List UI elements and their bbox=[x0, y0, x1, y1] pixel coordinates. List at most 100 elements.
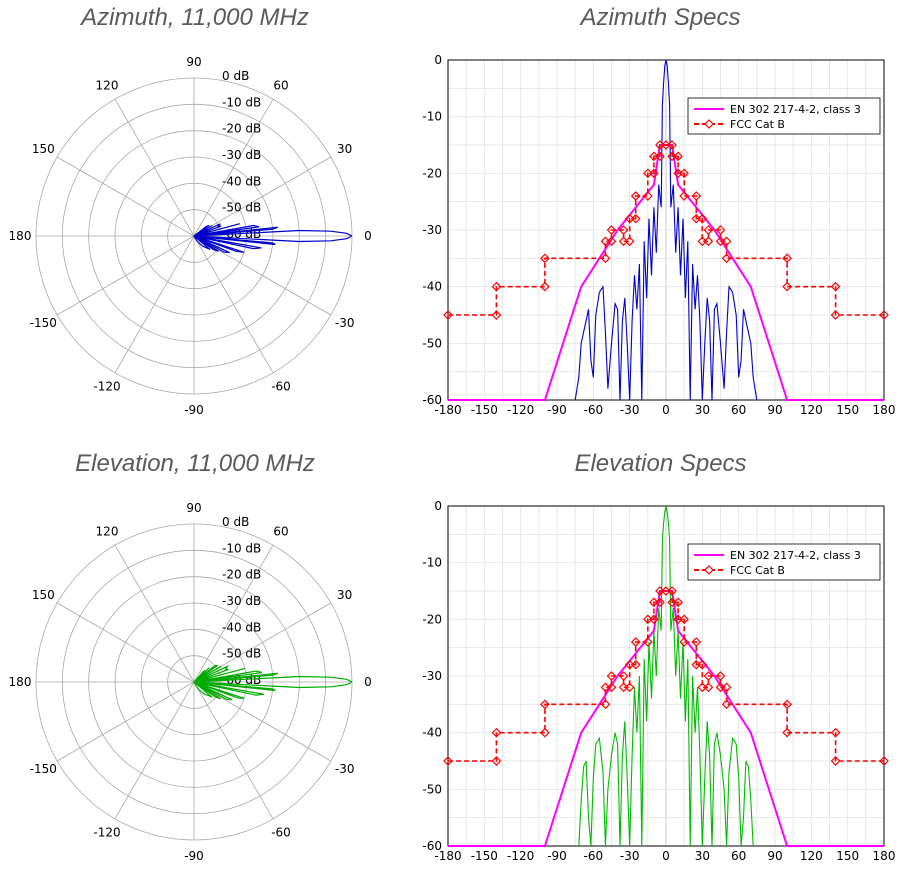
x-tick-label: 90 bbox=[767, 849, 782, 863]
polar-angle-label: -90 bbox=[184, 403, 204, 417]
fcc-marker bbox=[667, 140, 677, 150]
y-tick-label: -20 bbox=[422, 612, 442, 626]
polar-angle-label: 150 bbox=[32, 588, 55, 602]
fcc-marker bbox=[630, 213, 641, 224]
fcc-marker bbox=[491, 756, 502, 766]
polar-spoke bbox=[114, 681, 195, 820]
azimuth-specs-chart: -180 -150 -120 -90 -60 -30 0 30 60 90 120 150 180 0 -1… bbox=[422, 53, 895, 417]
polar-spoke bbox=[193, 235, 274, 374]
fcc-marker bbox=[697, 213, 708, 224]
x-tick-label: 60 bbox=[731, 849, 746, 863]
y-tick-label: -30 bbox=[422, 223, 442, 237]
x-tick-label: 0 bbox=[662, 849, 670, 863]
fcc-marker bbox=[703, 682, 714, 693]
polar-angle-label: -120 bbox=[93, 380, 120, 394]
azimuth-polar-title: Azimuth, 11,000 MHz bbox=[81, 4, 309, 31]
polar-angle-label: 180 bbox=[9, 675, 32, 689]
x-tick-label: -120 bbox=[507, 403, 534, 417]
x-tick-label: 150 bbox=[836, 403, 859, 417]
x-tick-label: -150 bbox=[471, 403, 498, 417]
fcc-marker bbox=[703, 671, 714, 681]
fcc-marker bbox=[606, 236, 617, 247]
fcc-marker bbox=[624, 682, 635, 693]
legend-box bbox=[687, 543, 881, 581]
fcc-marker bbox=[703, 225, 714, 235]
elevation-polar-chart: 0 30 60 90 120 150 180 -150 -120 -90 -60 -30 0 dB -10… bbox=[9, 501, 372, 863]
polar-ring-label: -50 dB bbox=[222, 201, 261, 215]
polar-angle-label: -30 bbox=[335, 316, 355, 330]
x-tick-label: 150 bbox=[836, 849, 859, 863]
x-tick-label: 0 bbox=[662, 403, 670, 417]
fcc-marker bbox=[649, 614, 659, 625]
polar-angle-label: -30 bbox=[335, 762, 355, 776]
fcc-marker bbox=[697, 659, 708, 670]
fcc-marker bbox=[624, 236, 635, 247]
elevation-specs-chart: -180 -150 -120 -90 -60 -30 0 30 60 90 120 150 180 0 -1… bbox=[422, 499, 895, 863]
fcc-marker bbox=[443, 310, 453, 320]
x-tick-label: 90 bbox=[767, 403, 782, 417]
y-tick-label: -30 bbox=[422, 669, 442, 683]
polar-ring-label: 0 dB bbox=[222, 515, 249, 529]
fcc-marker bbox=[879, 756, 889, 766]
fcc-marker bbox=[443, 756, 453, 766]
polar-spoke bbox=[193, 156, 332, 237]
legend-marker bbox=[704, 119, 714, 129]
polar-spoke bbox=[193, 98, 274, 237]
polar-spoke bbox=[114, 544, 195, 683]
fcc-marker bbox=[630, 637, 641, 647]
polar-ring-label: -50 dB bbox=[222, 647, 261, 661]
fcc-marker bbox=[540, 281, 550, 292]
polar-spoke bbox=[193, 235, 332, 316]
fcc-marker bbox=[679, 637, 690, 647]
x-tick-label: -150 bbox=[471, 849, 498, 863]
polar-angle-label: 60 bbox=[273, 524, 288, 538]
x-tick-label: -60 bbox=[584, 849, 604, 863]
legend-marker bbox=[704, 565, 714, 575]
legend-label: EN 302 217-4-2, class 3 bbox=[730, 103, 861, 116]
fcc-marker bbox=[679, 614, 690, 625]
x-tick-label: -120 bbox=[507, 849, 534, 863]
fcc-marker bbox=[691, 637, 702, 647]
y-tick-label: -60 bbox=[422, 839, 442, 853]
fcc-marker bbox=[782, 281, 792, 292]
polar-angle-label: 90 bbox=[186, 55, 201, 69]
polar-ring-label: 0 dB bbox=[222, 69, 249, 83]
fcc-marker bbox=[606, 682, 617, 693]
series-line bbox=[574, 59, 758, 401]
polar-angle-label: -120 bbox=[93, 826, 120, 840]
fcc-marker bbox=[830, 281, 841, 292]
fcc-marker bbox=[606, 671, 617, 681]
x-tick-label: -60 bbox=[584, 403, 604, 417]
y-tick-label: -10 bbox=[422, 110, 442, 124]
x-tick-label: -30 bbox=[620, 849, 640, 863]
fcc-marker bbox=[721, 236, 732, 247]
polar-pattern-line bbox=[193, 664, 353, 701]
fcc-marker bbox=[715, 225, 726, 235]
polar-spoke bbox=[193, 544, 274, 683]
y-tick-label: -50 bbox=[422, 336, 442, 350]
fcc-marker bbox=[600, 253, 611, 264]
polar-ring-label: -20 dB bbox=[222, 122, 261, 136]
y-tick-label: -20 bbox=[422, 166, 442, 180]
legend-label: FCC Cat B bbox=[730, 564, 785, 577]
y-tick-label: -60 bbox=[422, 393, 442, 407]
fcc-marker bbox=[879, 310, 889, 320]
fcc-marker bbox=[721, 682, 732, 693]
fcc-marker bbox=[679, 191, 690, 201]
polar-angle-label: 30 bbox=[337, 588, 352, 602]
series-line bbox=[448, 590, 884, 762]
legend-box bbox=[687, 97, 881, 135]
fcc-marker bbox=[655, 597, 665, 608]
fcc-marker bbox=[673, 597, 683, 608]
polar-spoke bbox=[114, 98, 195, 237]
x-tick-label: -90 bbox=[547, 403, 567, 417]
fcc-marker bbox=[642, 191, 653, 201]
fcc-marker bbox=[491, 310, 502, 320]
series-line bbox=[448, 144, 884, 316]
fcc-marker bbox=[782, 253, 792, 264]
x-tick-label: -30 bbox=[620, 403, 640, 417]
polar-spoke bbox=[56, 681, 195, 762]
x-tick-label: 60 bbox=[731, 403, 746, 417]
polar-angle-label: 0 bbox=[364, 229, 372, 243]
fcc-marker bbox=[540, 727, 550, 738]
